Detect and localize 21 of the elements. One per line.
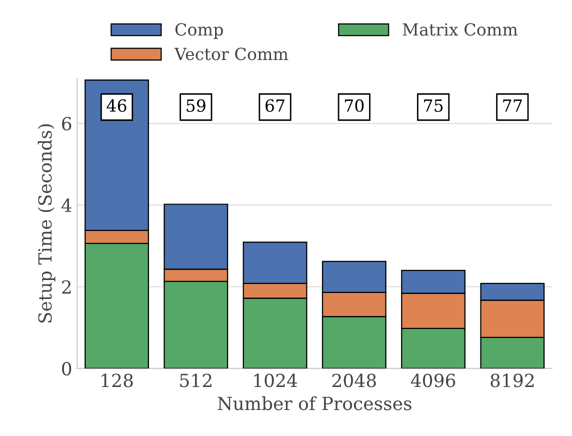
legend-label: Vector Comm — [174, 48, 288, 60]
annotation: 75 — [424, 100, 443, 112]
x-tick-label: 1024 — [254, 374, 298, 388]
x-tick-label: 4096 — [410, 374, 456, 388]
x-tick-label: 128 — [102, 374, 133, 388]
x-axis-title: Number of Processes — [218, 396, 412, 410]
x-tick-label: 8192 — [490, 374, 534, 388]
y-axis-title: Setup Time (Seconds) — [38, 124, 56, 323]
x-tick-label: 2048 — [332, 374, 376, 388]
annotation: 46 — [106, 99, 126, 112]
annotation: 70 — [344, 99, 364, 112]
annotation: 67 — [266, 99, 284, 112]
legend-label: Comp — [175, 23, 223, 40]
y-tick-label: 0 — [62, 362, 72, 376]
x-tick-label: 512 — [180, 374, 212, 388]
annotation: 77 — [503, 100, 522, 112]
y-tick-label: 4 — [61, 198, 72, 212]
y-tick-label: 2 — [62, 280, 71, 294]
legend-label: Matrix Comm — [402, 23, 518, 36]
annotation: 59 — [186, 99, 206, 112]
y-tick-label: 6 — [62, 116, 72, 131]
